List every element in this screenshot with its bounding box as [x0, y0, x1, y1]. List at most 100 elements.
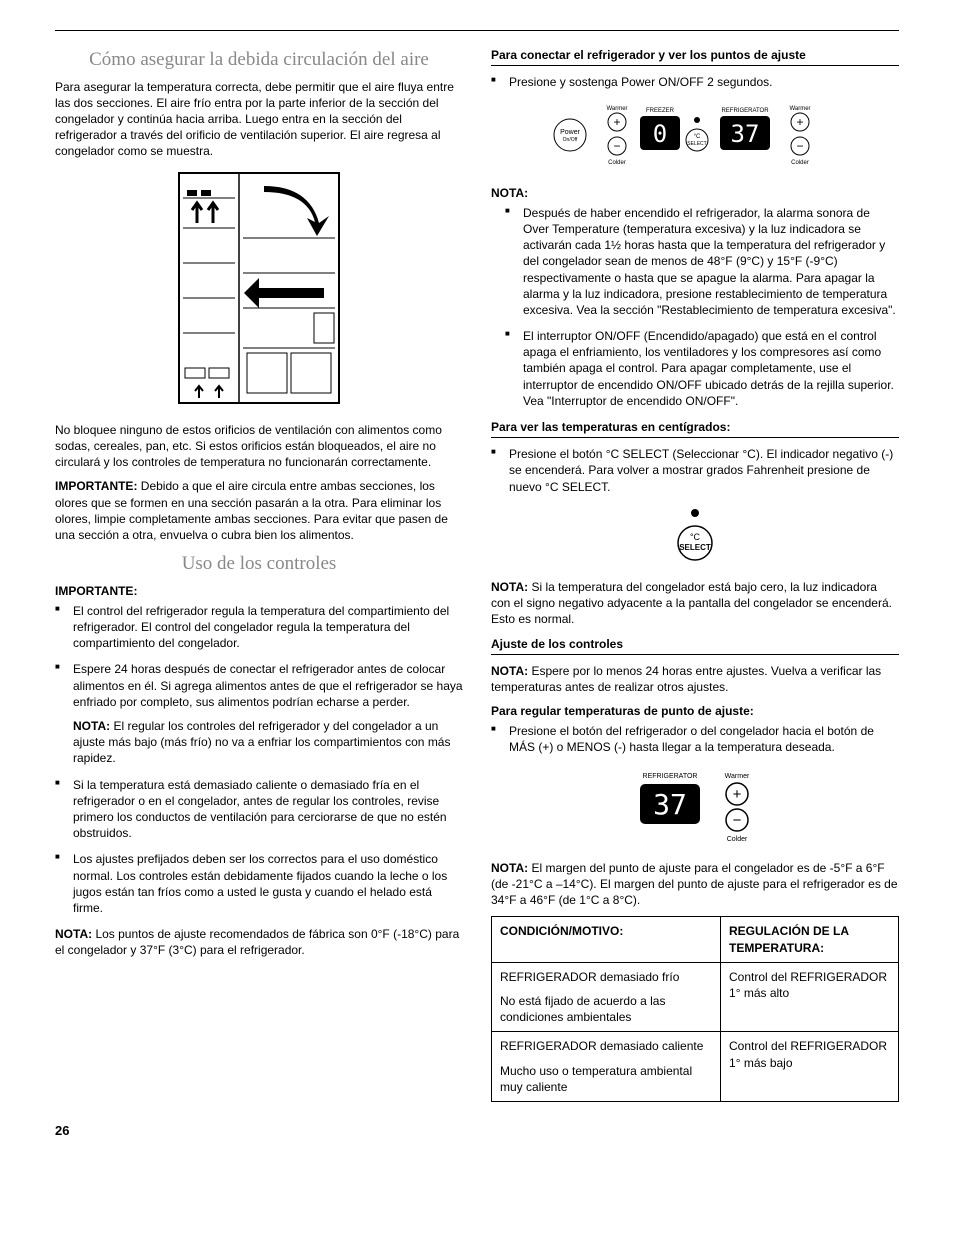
top-rule: [55, 30, 899, 31]
svg-text:SELECT: SELECT: [687, 141, 706, 147]
svg-text:On/Off: On/Off: [563, 137, 578, 143]
list-item: Presione el botón °C SELECT (Seleccionar…: [509, 446, 899, 495]
table-header-regulation: REGULACIÓN DE LA TEMPERATURA:: [721, 917, 899, 962]
svg-text:37: 37: [653, 788, 687, 821]
svg-text:Colder: Colder: [727, 836, 748, 843]
svg-text:−: −: [796, 139, 803, 153]
factory-setpoint-note: NOTA: Los puntos de ajuste recomendados …: [55, 926, 463, 958]
svg-text:+: +: [613, 115, 620, 129]
svg-text:°C: °C: [694, 134, 701, 140]
svg-text:Colder: Colder: [608, 160, 626, 166]
table-cell: REFRIGERADOR demasiado frío No está fija…: [492, 962, 721, 1032]
list-item: El interruptor ON/OFF (Encendido/apagado…: [523, 328, 899, 409]
left-column: Cómo asegurar la debida circulación del …: [55, 41, 463, 1102]
adjust-figure: REFRIGERATOR 37 Warmer + − Colder: [491, 766, 899, 850]
svg-text:Power: Power: [560, 129, 581, 136]
c-select-figure: °C SELECT: [491, 505, 899, 569]
svg-text:+: +: [796, 115, 803, 129]
condition-table: CONDICIÓN/MOTIVO: REGULACIÓN DE LA TEMPE…: [491, 916, 899, 1102]
cell-text: Mucho uso o temperatura ambiental muy ca…: [500, 1063, 712, 1095]
important-label: IMPORTANTE:: [55, 479, 137, 493]
bullet-text: Presione el botón del refrigerador o del…: [509, 724, 874, 754]
table-row: REFRIGERADOR demasiado frío No está fija…: [492, 962, 899, 1032]
page-number: 26: [55, 1122, 899, 1140]
subhead-regulate: Para regular temperaturas de punto de aj…: [491, 703, 899, 719]
nota-body: Espere por lo menos 24 horas entre ajust…: [491, 664, 881, 694]
nota-label: NOTA:: [491, 580, 528, 594]
table-header-condition: CONDICIÓN/MOTIVO:: [492, 917, 721, 962]
svg-text:FREEZER: FREEZER: [646, 108, 675, 114]
svg-text:37: 37: [731, 120, 760, 148]
controls-bullet-list: El control del refrigerador regula la te…: [55, 603, 463, 916]
celsius-list: Presione el botón °C SELECT (Seleccionar…: [491, 446, 899, 495]
nota-label: NOTA:: [491, 664, 528, 678]
connect-list: Presione y sostenga Power ON/OFF 2 segun…: [491, 74, 899, 90]
svg-text:°C: °C: [690, 532, 701, 542]
section-title-controls: Uso de los controles: [55, 551, 463, 577]
bullet-text: Si la temperatura está demasiado calient…: [73, 778, 447, 841]
control-panel-icon: Power On/Off Warmer + − Colder FREEZER 0…: [545, 100, 845, 170]
table-row: CONDICIÓN/MOTIVO: REGULACIÓN DE LA TEMPE…: [492, 917, 899, 962]
svg-text:Warmer: Warmer: [725, 773, 750, 780]
fridge-airflow-figure: [55, 168, 463, 412]
bullet-note: NOTA: El regular los controles del refri…: [73, 718, 463, 767]
nota-nested-list: Después de haber encendido el refrigerad…: [491, 205, 899, 409]
nota-label: NOTA:: [491, 861, 528, 875]
list-item: El control del refrigerador regula la te…: [73, 603, 463, 652]
nota-body: Los puntos de ajuste recomendados de fáb…: [55, 927, 459, 957]
setpoint-range-note: NOTA: El margen del punto de ajuste para…: [491, 860, 899, 909]
list-item: Espere 24 horas después de conectar el r…: [73, 661, 463, 766]
nota-heading: NOTA:: [491, 185, 899, 201]
airflow-intro: Para asegurar la temperatura correcta, d…: [55, 79, 463, 160]
svg-text:SELECT: SELECT: [679, 543, 711, 552]
two-column-layout: Cómo asegurar la debida circulación del …: [55, 41, 899, 1102]
bullet-text: Después de haber encendido el refrigerad…: [523, 206, 896, 317]
list-item: Si la temperatura está demasiado calient…: [73, 777, 463, 842]
nota-body: El margen del punto de ajuste para el co…: [491, 861, 898, 907]
svg-text:Warmer: Warmer: [606, 106, 627, 112]
svg-text:Colder: Colder: [791, 160, 809, 166]
nota-label: NOTA:: [55, 927, 92, 941]
nota-label: NOTA:: [73, 719, 110, 733]
bullet-text: El interruptor ON/OFF (Encendido/apagado…: [523, 329, 894, 408]
svg-text:−: −: [733, 812, 742, 829]
regulate-list: Presione el botón del refrigerador o del…: [491, 723, 899, 755]
table-row: REFRIGERADOR demasiado caliente Mucho us…: [492, 1032, 899, 1102]
airflow-important: IMPORTANTE: Debido a que el aire circula…: [55, 478, 463, 543]
subhead-celsius: Para ver las temperaturas en centígrados…: [491, 419, 899, 438]
bullet-text: Espere 24 horas después de conectar el r…: [73, 662, 463, 708]
cell-text: No está fijado de acuerdo a las condicio…: [500, 993, 712, 1025]
svg-text:0: 0: [653, 120, 667, 148]
bullet-text: Presione y sostenga Power ON/OFF 2 segun…: [509, 75, 772, 89]
svg-text:+: +: [733, 786, 742, 803]
important-label-2: IMPORTANTE:: [55, 583, 463, 599]
section-title-airflow: Cómo asegurar la debida circulación del …: [55, 47, 463, 73]
right-column: Para conectar el refrigerador y ver los …: [491, 41, 899, 1102]
table-cell: Control del REFRIGERADOR 1° más bajo: [721, 1032, 899, 1102]
subhead-adjust: Ajuste de los controles: [491, 636, 899, 655]
svg-text:REFRIGERATOR: REFRIGERATOR: [643, 773, 698, 780]
list-item: Los ajustes prefijados deben ser los cor…: [73, 851, 463, 916]
svg-text:−: −: [613, 139, 620, 153]
adjust-note: NOTA: Espere por lo menos 24 horas entre…: [491, 663, 899, 695]
bullet-text: Presione el botón °C SELECT (Seleccionar…: [509, 447, 893, 493]
bullet-text: Los ajustes prefijados deben ser los cor…: [73, 852, 447, 915]
table-cell: REFRIGERADOR demasiado caliente Mucho us…: [492, 1032, 721, 1102]
nota-body: El regular los controles del refrigerado…: [73, 719, 450, 765]
subhead-connect: Para conectar el refrigerador y ver los …: [491, 47, 899, 66]
list-item: Después de haber encendido el refrigerad…: [523, 205, 899, 318]
adjust-controls-icon: REFRIGERATOR 37 Warmer + − Colder: [615, 766, 775, 846]
nota-body: Si la temperatura del congelador está ba…: [491, 580, 892, 626]
control-panel-figure: Power On/Off Warmer + − Colder FREEZER 0…: [491, 100, 899, 174]
cell-text: REFRIGERADOR demasiado frío: [500, 969, 712, 985]
svg-text:Warmer: Warmer: [789, 106, 810, 112]
airflow-block-warning: No bloquee ninguno de estos orificios de…: [55, 422, 463, 471]
c-select-icon: °C SELECT: [665, 505, 725, 565]
fridge-airflow-icon: [169, 168, 349, 408]
cell-text: REFRIGERADOR demasiado caliente: [500, 1038, 712, 1054]
bullet-text: El control del refrigerador regula la te…: [73, 604, 449, 650]
list-item: Presione el botón del refrigerador o del…: [509, 723, 899, 755]
list-item: Presione y sostenga Power ON/OFF 2 segun…: [509, 74, 899, 90]
svg-text:REFRIGERATOR: REFRIGERATOR: [721, 108, 769, 114]
celsius-note: NOTA: Si la temperatura del congelador e…: [491, 579, 899, 628]
